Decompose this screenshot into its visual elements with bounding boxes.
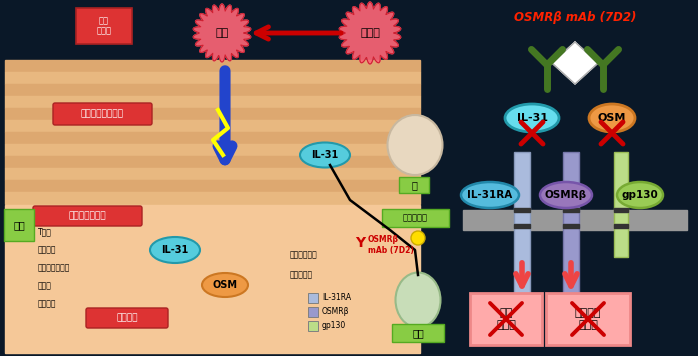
Text: 炎症反応: 炎症反応 (117, 314, 138, 323)
Text: マクロファージ: マクロファージ (38, 263, 70, 272)
Text: IL-31: IL-31 (161, 245, 188, 255)
Text: IL-31RA: IL-31RA (468, 190, 512, 200)
FancyBboxPatch shape (546, 293, 630, 345)
Text: OSMRβ
mAb (7D2): OSMRβ mAb (7D2) (368, 235, 414, 255)
Bar (5, 120, 420, 132)
Bar (5, 60, 420, 72)
Ellipse shape (540, 182, 592, 208)
FancyBboxPatch shape (382, 209, 449, 227)
Bar (614, 224, 628, 228)
Text: IL-31: IL-31 (517, 113, 547, 123)
FancyBboxPatch shape (33, 206, 142, 226)
Text: 肥満細胞: 肥満細胞 (38, 299, 57, 309)
Text: 脊髄: 脊髄 (412, 328, 424, 338)
Bar (463, 210, 687, 230)
Text: gp130: gp130 (322, 321, 346, 330)
Bar (308, 293, 318, 303)
Text: 掻破: 掻破 (216, 28, 229, 38)
Ellipse shape (505, 104, 559, 132)
Text: 脳: 脳 (411, 180, 417, 190)
Text: 皮膚: 皮膚 (13, 220, 25, 230)
FancyBboxPatch shape (4, 209, 34, 241)
Text: OSMRβ: OSMRβ (322, 308, 350, 316)
Polygon shape (193, 4, 251, 62)
Text: 痒み
の伝達: 痒み の伝達 (496, 308, 516, 330)
Bar (514, 208, 530, 212)
Text: 好酸球: 好酸球 (38, 282, 52, 290)
Text: OSM: OSM (597, 113, 626, 123)
Text: OSMRβ mAb (7D2): OSMRβ mAb (7D2) (514, 11, 636, 25)
Bar (5, 192, 420, 204)
Text: 樹状細胞: 樹状細胞 (38, 246, 57, 255)
Text: 後根神経節: 後根神経節 (403, 214, 427, 222)
Text: 炎症反応
の伝達: 炎症反応 の伝達 (574, 308, 601, 330)
Ellipse shape (617, 182, 663, 208)
Bar (614, 208, 628, 212)
Bar (514, 152, 530, 304)
Polygon shape (552, 42, 598, 84)
Text: 掻痒感: 掻痒感 (360, 28, 380, 38)
Text: 免疫細胞の浸潤: 免疫細胞の浸潤 (68, 211, 106, 220)
Bar (514, 224, 530, 228)
Text: OSMRβ: OSMRβ (545, 190, 587, 200)
FancyBboxPatch shape (399, 177, 429, 193)
Bar (614, 152, 628, 257)
Ellipse shape (461, 182, 519, 208)
Bar (5, 96, 420, 108)
Bar (5, 205, 420, 353)
Text: T細胞: T細胞 (38, 227, 52, 236)
FancyBboxPatch shape (392, 324, 444, 342)
Bar (5, 156, 420, 168)
Ellipse shape (387, 115, 443, 175)
Circle shape (411, 231, 425, 245)
Text: アレルゲンの侵入: アレルゲンの侵入 (80, 110, 124, 119)
Ellipse shape (150, 237, 200, 263)
Bar (308, 307, 318, 317)
FancyBboxPatch shape (470, 293, 542, 345)
Bar (5, 84, 420, 96)
Text: 皮膚
の障害: 皮膚 の障害 (96, 16, 112, 36)
Text: 血管内皮細胞: 血管内皮細胞 (290, 251, 318, 260)
Bar (5, 108, 420, 120)
Polygon shape (339, 2, 401, 64)
FancyBboxPatch shape (76, 8, 132, 44)
FancyBboxPatch shape (86, 308, 168, 328)
Bar (5, 144, 420, 156)
Ellipse shape (300, 142, 350, 168)
Ellipse shape (396, 272, 440, 328)
Bar (5, 132, 420, 144)
Bar (563, 224, 579, 228)
Ellipse shape (589, 104, 635, 132)
FancyBboxPatch shape (53, 103, 152, 125)
Bar (5, 180, 420, 192)
Bar (308, 321, 318, 331)
Text: IL-31: IL-31 (311, 150, 339, 160)
Bar (563, 152, 579, 304)
Text: gp130: gp130 (622, 190, 658, 200)
Ellipse shape (202, 273, 248, 297)
Text: OSM: OSM (212, 280, 237, 290)
Bar (563, 208, 579, 212)
Bar (5, 168, 420, 180)
Text: IL-31RA: IL-31RA (322, 293, 351, 303)
Bar (5, 72, 420, 84)
Text: 繊維芽細胞: 繊維芽細胞 (290, 271, 313, 279)
Text: Y: Y (355, 236, 365, 250)
